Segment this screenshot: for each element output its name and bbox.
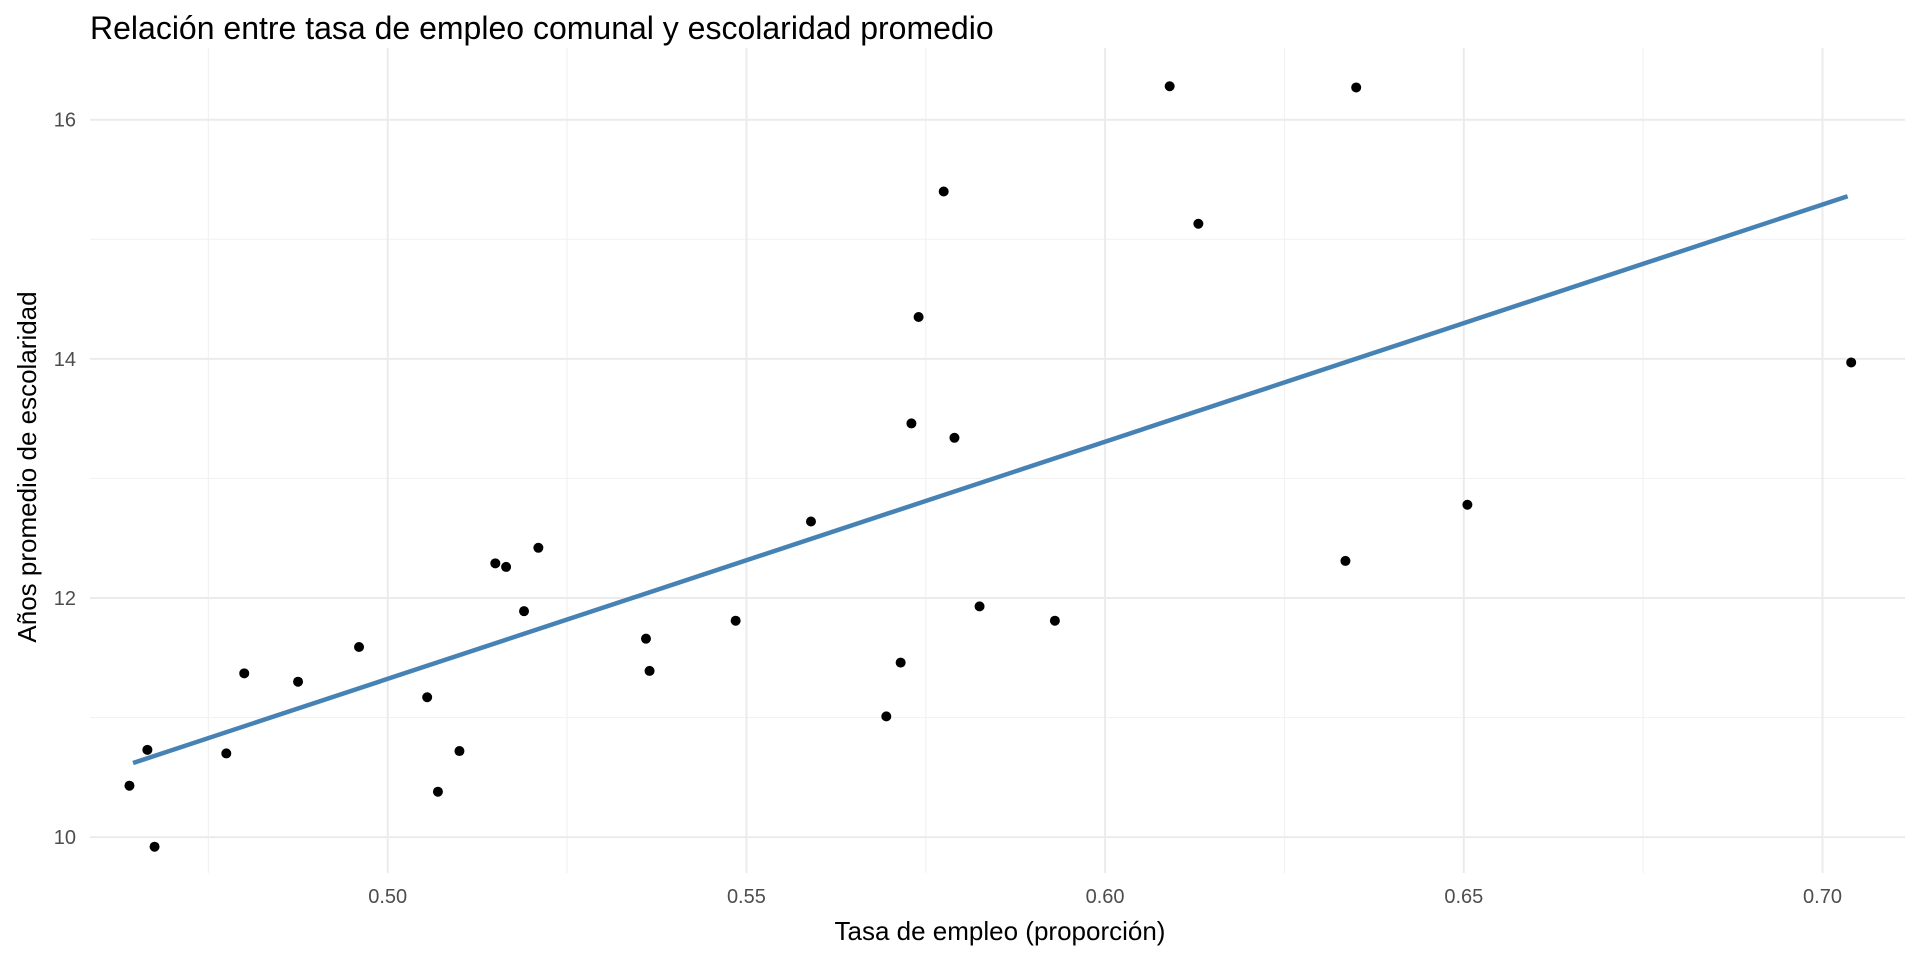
data-point	[533, 542, 544, 553]
chart-title: Relación entre tasa de empleo comunal y …	[90, 10, 994, 46]
data-point	[239, 668, 250, 679]
data-point	[644, 665, 655, 676]
data-point	[640, 633, 651, 644]
data-point	[895, 657, 906, 668]
data-point	[354, 642, 365, 653]
x-tick-label: 0.70	[1803, 886, 1842, 908]
data-point	[142, 744, 153, 755]
trend-layer	[132, 194, 1849, 766]
data-point	[913, 312, 924, 323]
data-point	[938, 186, 949, 197]
data-point	[1340, 555, 1351, 566]
data-point	[730, 615, 741, 626]
data-point	[1164, 81, 1175, 92]
data-point	[1193, 218, 1204, 229]
data-point	[293, 676, 304, 687]
minor-gridlines	[90, 48, 1905, 873]
data-point	[1846, 357, 1857, 368]
data-point	[432, 786, 443, 797]
x-tick-labels: 0.50 0.55 0.60 0.65 0.70	[368, 886, 1842, 908]
data-point	[1351, 82, 1362, 93]
data-point	[149, 841, 160, 852]
points-layer	[124, 81, 1857, 852]
x-axis-title: Tasa de empleo (proporción)	[835, 916, 1166, 946]
major-gridlines	[90, 48, 1905, 873]
data-point	[422, 692, 433, 703]
x-tick-label: 0.65	[1444, 886, 1483, 908]
y-tick-label: 14	[54, 349, 76, 371]
data-point	[1462, 499, 1473, 510]
y-tick-label: 10	[54, 827, 76, 849]
data-point	[124, 780, 135, 791]
y-axis-title: Años promedio de escolaridad	[12, 291, 42, 642]
y-tick-label: 16	[54, 110, 76, 132]
trend-line	[132, 194, 1849, 766]
data-point	[974, 601, 985, 612]
data-point	[805, 516, 816, 527]
y-tick-label: 12	[54, 588, 76, 610]
y-tick-labels: 10 12 14 16	[54, 110, 76, 849]
data-point	[906, 418, 917, 429]
data-point	[454, 746, 465, 757]
x-tick-label: 0.55	[727, 886, 766, 908]
data-point	[501, 561, 512, 572]
x-tick-label: 0.60	[1086, 886, 1125, 908]
data-point	[881, 711, 892, 722]
data-point	[519, 606, 530, 617]
data-point	[221, 748, 232, 759]
x-tick-label: 0.50	[368, 886, 407, 908]
data-point	[1049, 615, 1060, 626]
data-point	[949, 432, 960, 443]
data-point	[490, 558, 501, 569]
